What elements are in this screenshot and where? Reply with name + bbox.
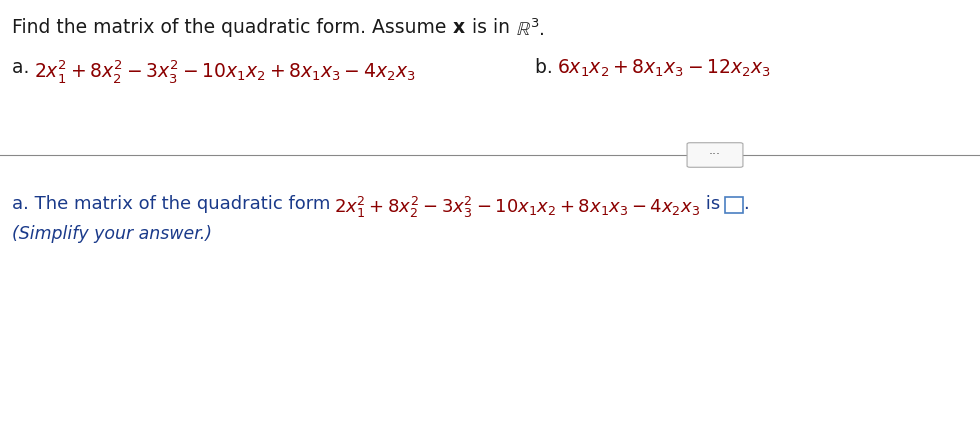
Text: $6x_1x_2 + 8x_1x_3 - 12x_2x_3$: $6x_1x_2 + 8x_1x_3 - 12x_2x_3$ (557, 58, 771, 79)
Text: a. The matrix of the quadratic form: a. The matrix of the quadratic form (12, 195, 334, 213)
Text: (Simplify your answer.): (Simplify your answer.) (12, 225, 212, 243)
Text: $2x_1^2 + 8x_2^2 - 3x_3^2 - 10x_1x_2 + 8x_1x_3 - 4x_2x_3$: $2x_1^2 + 8x_2^2 - 3x_3^2 - 10x_1x_2 + 8… (334, 195, 700, 220)
Text: ···: ··· (709, 148, 721, 161)
Text: $2x_1^2 + 8x_2^2 - 3x_3^2 - 10x_1x_2 + 8x_1x_3 - 4x_2x_3$: $2x_1^2 + 8x_2^2 - 3x_3^2 - 10x_1x_2 + 8… (34, 58, 416, 85)
Text: Find the matrix of the quadratic form. Assume: Find the matrix of the quadratic form. A… (12, 18, 453, 37)
Text: $\mathbf{x}$: $\mathbf{x}$ (453, 18, 466, 37)
Text: .: . (743, 195, 749, 213)
Text: is: is (700, 195, 724, 213)
Text: is in: is in (466, 18, 516, 37)
Text: b.: b. (535, 58, 557, 77)
Text: $\mathbb{R}^3$.: $\mathbb{R}^3$. (516, 18, 545, 40)
Text: a.: a. (12, 58, 33, 77)
